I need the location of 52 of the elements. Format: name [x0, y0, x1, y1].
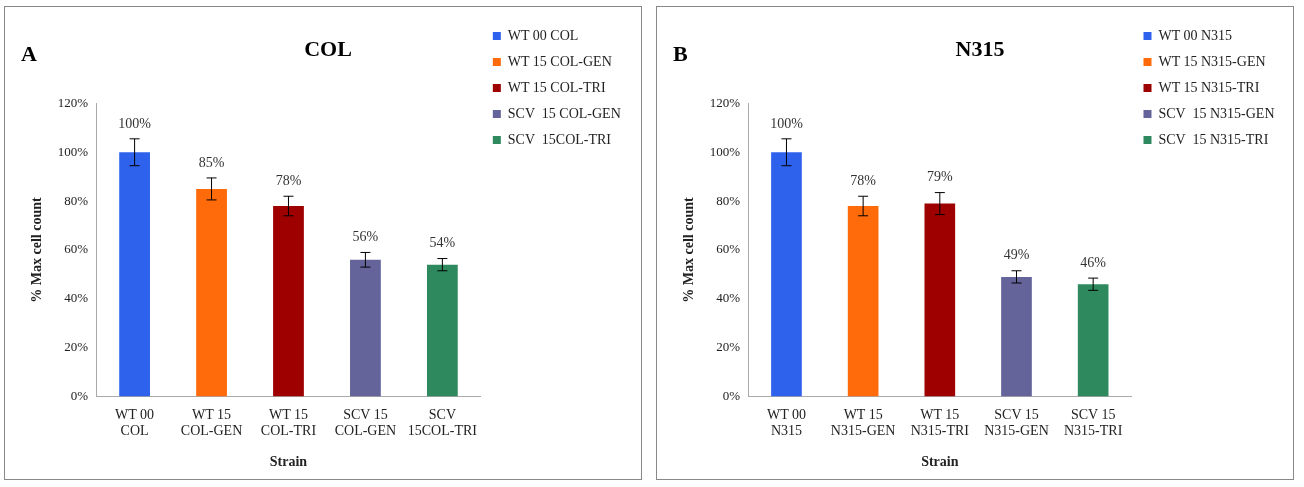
x-axis-title: Strain	[921, 454, 959, 470]
legend-label: WT 15 COL-TRI	[507, 79, 606, 95]
x-tick-label: WT 15 N315-TRI	[910, 406, 970, 439]
text: B	[673, 41, 688, 67]
data-label: 46%	[1080, 254, 1107, 270]
y-tick-label: 100%	[709, 143, 741, 159]
legend-label: SCV 15 N315-GEN	[1158, 105, 1275, 121]
data-label: 78%	[275, 172, 302, 188]
x-tick-label: WT 00 N315	[766, 406, 806, 439]
data-label: 79%	[926, 169, 953, 185]
x-tick-label: SCV 15 COL-GEN	[334, 406, 397, 439]
legend-label: SCV 15 N315-TRI	[1158, 131, 1269, 147]
legend-label: SCV 15COL-TRI	[507, 131, 612, 147]
legend-label: WT 00 COL	[507, 27, 579, 43]
legend-label: WT 15 N315-TRI	[1158, 79, 1260, 95]
y-tick-label: 120%	[709, 94, 741, 110]
y-tick-label: 100%	[57, 143, 89, 159]
x-tick-label: WT 15 COL-GEN	[180, 406, 243, 439]
data-label: 49%	[1003, 247, 1030, 263]
y-tick-label: 20%	[64, 339, 89, 355]
y-tick-label: 0%	[722, 388, 741, 404]
data-label: 78%	[850, 172, 877, 188]
x-tick-label: WT 00 COL	[115, 406, 155, 439]
data-label: 85%	[198, 154, 225, 170]
y-tick-label: 40%	[64, 290, 89, 306]
chart-title: COL	[304, 35, 352, 61]
y-axis-title: % Max cell count	[681, 196, 697, 303]
y-axis-title: % Max cell count	[29, 196, 45, 303]
y-tick-label: 120%	[57, 94, 89, 110]
y-tick-label: 0%	[70, 388, 89, 404]
x-tick-label: WT 15 N315-GEN	[830, 406, 896, 439]
y-tick-label: 80%	[716, 192, 741, 208]
legend-label: WT 15 COL-GEN	[507, 53, 612, 69]
x-tick-label: SCV 15COL-TRI	[407, 406, 478, 439]
data-label: 54%	[429, 235, 456, 251]
x-tick-label: WT 15 COL-TRI	[260, 406, 317, 439]
y-tick-label: 60%	[64, 241, 89, 257]
data-label: 56%	[352, 229, 379, 245]
y-tick-label: 80%	[64, 192, 89, 208]
data-label: 100%	[118, 115, 152, 131]
y-tick-label: 60%	[716, 241, 741, 257]
data-label: 100%	[770, 115, 804, 131]
y-tick-label: 20%	[716, 339, 741, 355]
y-tick-label: 40%	[716, 290, 741, 306]
x-tick-label: SCV 15 N315-GEN	[984, 406, 1049, 439]
chart-title: N315	[955, 35, 1005, 61]
legend-label: WT 15 N315-GEN	[1158, 53, 1266, 69]
x-axis-title: Strain	[269, 454, 308, 470]
legend-label: WT 00 N315	[1158, 27, 1233, 43]
text: A	[21, 41, 37, 67]
legend-label: SCV 15 COL-GEN	[507, 105, 621, 121]
x-tick-label: SCV 15 N315-TRI	[1064, 406, 1123, 439]
